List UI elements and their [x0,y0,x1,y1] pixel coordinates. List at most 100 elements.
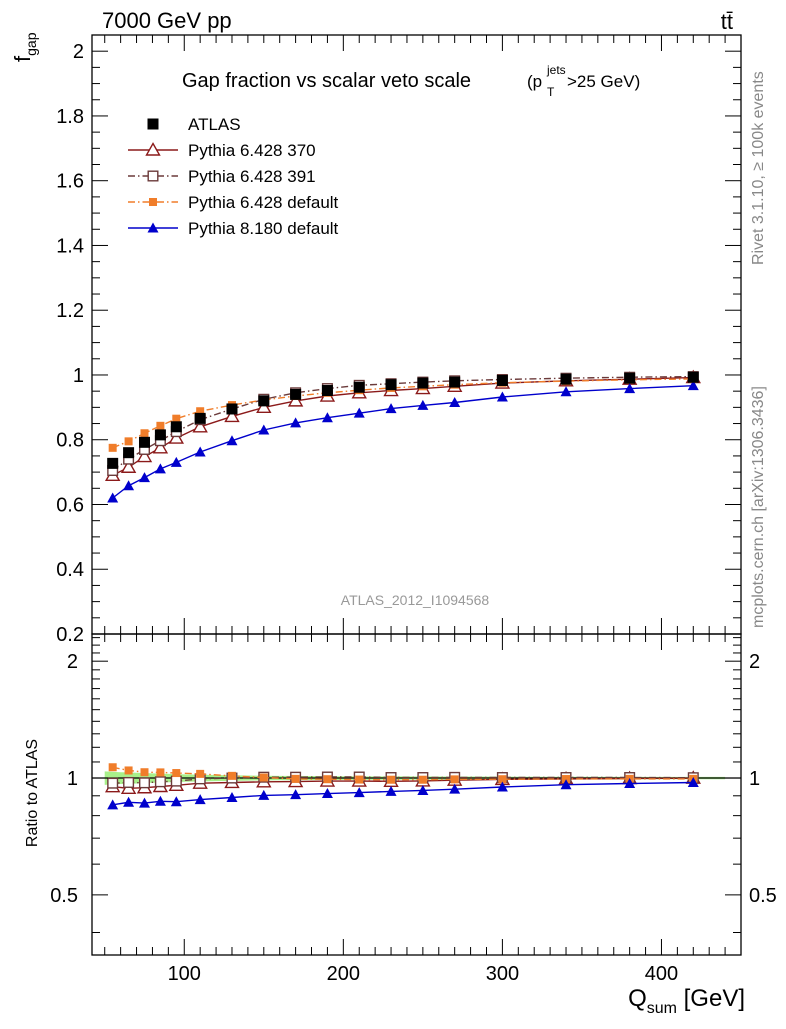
main-point-atlas [170,421,182,433]
ratio-point-pythia-8-180-default [496,781,508,792]
main-point-pythia-6-428-370 [152,439,169,454]
legend-entry-pythia-6-428-default: Pythia 6.428 default [128,193,339,212]
main-point-atlas [107,457,119,469]
ratio-point-pythia-6-428-default [387,775,396,784]
ratio-point-pythia-8-180-default [226,791,238,802]
analysis-watermark: ATLAS_2012_I1094568 [341,592,490,608]
ratio-point-pythia-8-180-default [194,794,206,805]
ratio-ytick-label-right: 2 [749,651,760,673]
main-point-atlas [226,403,238,415]
x-axis-label-part: Q [628,985,647,1012]
ratio-point-pythia-6-428-default [108,763,117,772]
main-point-pythia-8-180-default [624,383,636,394]
ratio-point-pythia-6-428-default [196,769,205,778]
main-point-atlas [560,373,572,385]
x-axis-label-part: sum [647,1000,677,1017]
ratio-point-pythia-8-180-default [321,788,333,799]
main-point-atlas [353,381,365,393]
legend-marker-pythia-6-428-391 [147,170,159,182]
main-point-pythia-6-428-370 [224,408,240,423]
main-point-pythia-8-180-default [107,492,119,503]
main-ytick-label: 1.4 [56,235,84,257]
main-point-atlas [417,377,429,389]
legend-entry-pythia-6-428-391: Pythia 6.428 391 [128,167,316,186]
main-point-pythia-8-180-default [123,480,135,491]
main-point-pythia-8-180-default [321,412,333,423]
main-point-pythia-8-180-default [290,417,302,428]
main-point-pythia-6-428-default [140,429,149,438]
ratio-series-pythia-6-428-default [108,763,698,784]
ratio-plot-frame [91,633,742,956]
main-point-pythia-6-428-370 [136,448,153,463]
ratio-point-pythia-8-180-default [417,784,429,795]
main-point-pythia-8-180-default [417,399,429,410]
main-point-pythia-6-428-370 [256,399,272,414]
main-point-pythia-6-428-370 [287,392,304,407]
ratio-point-pythia-6-428-default [498,775,507,784]
ratio-point-pythia-8-180-default [107,799,119,810]
main-ylabel: fgap [10,32,39,62]
main-series-atlas [107,371,699,469]
main-ytick-label: 0.6 [56,494,84,516]
main-point-pythia-8-180-default [194,446,206,457]
main-series-pythia-8-180-default [107,380,699,503]
ratio-point-pythia-6-428-default [562,775,571,784]
main-title: Gap fraction vs scalar veto scale [182,70,471,92]
ratio-point-pythia-6-428-default [140,768,149,777]
ratio-point-pythia-6-428-default [450,775,459,784]
legend-marker-pythia-6-428-370 [145,142,161,156]
main-ytick-label: 0.2 [56,624,84,646]
ratio-ytick-label-left: 2 [67,651,78,673]
ratio-xtick-label: 400 [645,963,678,985]
main-point-pythia-6-428-370 [168,430,185,444]
ratio-point-pythia-6-428-391 [123,776,135,788]
main-ylabel-part: gap [23,32,39,56]
energy-process-label: 7000 GeV pp [102,8,232,33]
main-ytick-label: 1.2 [56,300,84,322]
title-cut-sup: jets [546,63,566,77]
main-point-pythia-8-180-default [258,424,270,435]
main-point-atlas [385,379,397,391]
legend-entry-atlas: ATLAS [147,115,241,134]
ratio-point-pythia-6-428-default [418,775,427,784]
ratio-point-pythia-8-180-default [449,783,461,794]
main-point-atlas [138,436,150,448]
main-point-pythia-8-180-default [138,472,150,483]
ratio-ylabel: Ratio to ATLAS [24,739,41,847]
ratio-point-pythia-8-180-default [258,789,270,800]
main-point-pythia-8-180-default [226,435,238,446]
title-cut-tail: >25 GeV) [567,72,640,91]
main-point-pythia-8-180-default [385,403,397,414]
title-cut-paren: (p [527,72,542,91]
main-ytick-label: 1 [73,365,84,387]
main-point-pythia-6-428-370 [192,418,208,433]
ratio-point-pythia-8-180-default [138,797,150,808]
legend-entry-pythia-6-428-370: Pythia 6.428 370 [128,141,316,160]
main-ytick-label: 0.4 [56,559,84,581]
x-axis-label: Qsum [GeV] [628,985,745,1017]
main-point-pythia-6-428-default [172,414,181,423]
main-point-pythia-6-428-370 [120,459,137,473]
main-point-pythia-8-180-default [560,386,572,397]
ratio-ytick-label-left: 0.5 [50,885,78,907]
process-label-ttbar: tt̄ [721,9,733,34]
ratio-point-pythia-8-180-default [624,778,636,789]
main-point-atlas [449,376,461,388]
legend-label: Pythia 8.180 default [188,219,339,238]
legend-marker-atlas [147,118,159,130]
main-series-pythia-6-428-370 [104,369,701,482]
title-cut-sub: T [547,85,555,99]
legend-marker-pythia-8-180-default [147,222,159,233]
mcplots-reference-label: mcplots.cern.ch [arXiv:1306.3436] [750,386,767,628]
ratio-point-pythia-6-428-default [291,774,300,783]
main-point-atlas [290,388,302,400]
legend-label: ATLAS [188,115,241,134]
main-point-atlas [624,372,636,384]
ratio-point-pythia-6-428-391 [154,776,166,788]
main-point-pythia-8-180-default [496,391,508,402]
ratio-point-pythia-8-180-default [290,789,302,800]
main-point-pythia-6-428-default [108,443,117,452]
ratio-point-pythia-8-180-default [385,785,397,796]
ratio-ytick-label-right: 1 [749,768,760,790]
